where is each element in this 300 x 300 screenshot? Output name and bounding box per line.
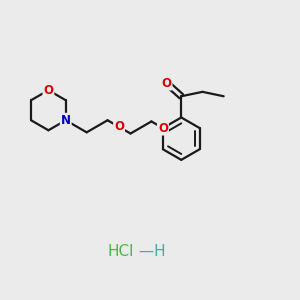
Text: N: N — [61, 114, 71, 127]
Text: O: O — [44, 84, 53, 97]
Text: HCl: HCl — [107, 244, 134, 259]
Text: O: O — [114, 120, 124, 134]
Text: O: O — [158, 122, 168, 135]
Text: —H: —H — [134, 244, 165, 259]
Text: O: O — [161, 76, 172, 89]
